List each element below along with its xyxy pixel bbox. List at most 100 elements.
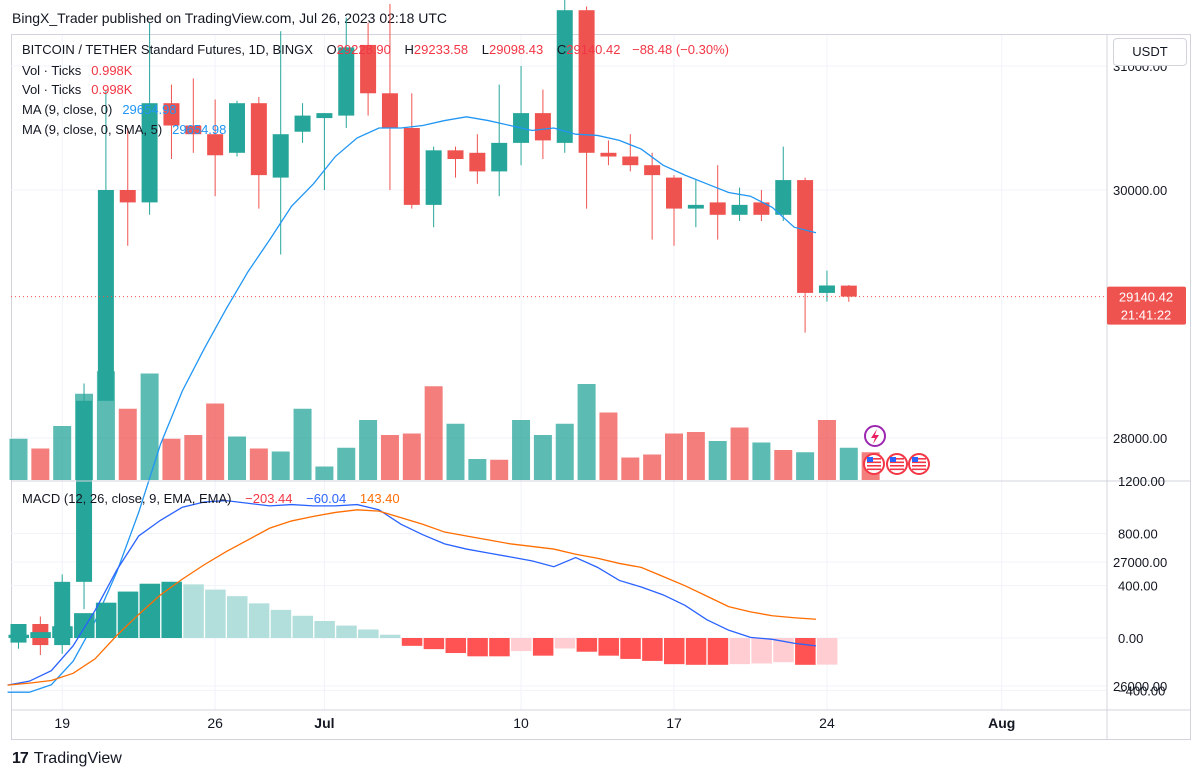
- volume-bar: [490, 459, 509, 480]
- candle-body: [97, 190, 114, 401]
- last-price-tag: [1107, 286, 1186, 325]
- macd-histogram-bar: [139, 583, 161, 638]
- macd-histogram-bar: [292, 615, 314, 638]
- time-tick-label: 24: [819, 715, 835, 731]
- macd-histogram-bar: [489, 638, 510, 657]
- macd-tick-label: 800.00: [1118, 526, 1158, 541]
- candle-body: [709, 202, 726, 215]
- flag-stripe: [912, 458, 926, 460]
- candle-body: [272, 134, 289, 178]
- symbol-legend: BITCOIN / TETHER Standard Futures, 1D, B…: [22, 42, 729, 57]
- volume-bar: [380, 435, 399, 480]
- macd-histogram-bar: [117, 591, 139, 638]
- macd-histogram-bar: [642, 638, 663, 661]
- volume-bar: [599, 412, 618, 480]
- macd-line: [7, 500, 817, 686]
- flag-stripe: [867, 468, 881, 471]
- flag-stripe: [912, 468, 926, 471]
- published-line: BingX_Trader published on TradingView.co…: [12, 10, 448, 26]
- candle-body: [687, 204, 704, 209]
- volume-bar: [184, 435, 203, 480]
- vol-legend-1[interactable]: Vol · Ticks 0.998K: [22, 63, 133, 78]
- macd-histogram-bar: [685, 638, 707, 665]
- macd-histogram-bar: [664, 638, 685, 665]
- flag-stripe: [890, 458, 904, 460]
- volume-bar: [796, 452, 815, 480]
- macd-histogram-bar: [205, 589, 226, 638]
- ma-legend-1[interactable]: MA (9, close, 0) 29654.98: [22, 102, 177, 117]
- candle-body: [840, 285, 857, 297]
- macd-histogram-bar: [183, 584, 204, 638]
- signal-line: [7, 509, 817, 686]
- candle-body: [666, 177, 682, 209]
- volume-bar: [249, 448, 268, 480]
- volume-bar: [752, 442, 771, 480]
- chart-frame: [11, 34, 1191, 740]
- ma-line: [7, 116, 817, 693]
- volume-bar: [337, 447, 356, 480]
- volume-bar: [206, 403, 225, 480]
- candle-body: [753, 202, 770, 215]
- macd-histogram-bar: [445, 638, 466, 654]
- candle-body: [250, 103, 267, 176]
- flag-stripe: [890, 468, 904, 471]
- volume-bar: [643, 454, 662, 480]
- candle-body: [10, 624, 27, 643]
- candle-body: [207, 134, 224, 156]
- time-tick-label: Jul: [314, 715, 334, 731]
- price-tick-label: 27000.00: [1113, 555, 1167, 570]
- close-value: 29140.42: [566, 42, 621, 57]
- currency-button[interactable]: USDT: [1113, 38, 1187, 66]
- candle-body: [229, 103, 245, 153]
- macd-tick-label: −400.00: [1118, 683, 1165, 698]
- macd-tick-label: 400.00: [1118, 579, 1158, 594]
- macd-legend[interactable]: MACD (12, 26, close, 9, EMA, EMA) −203.4…: [22, 491, 400, 506]
- volume-bars: [9, 371, 880, 480]
- flag-stripe: [912, 465, 926, 467]
- time-tick-label: 10: [513, 715, 529, 731]
- flag-stripe: [890, 465, 904, 467]
- candle-body: [294, 115, 311, 132]
- candle-body: [731, 204, 748, 215]
- volume-bar: [359, 420, 378, 480]
- flag-canton: [867, 457, 873, 462]
- volume-bar: [665, 433, 683, 480]
- volume-bar: [708, 441, 727, 480]
- macd-histogram-bar: [30, 632, 51, 638]
- macd-histogram-bar: [379, 634, 401, 638]
- macd-histogram-bar: [554, 638, 576, 649]
- time-tick-label: Aug: [988, 715, 1015, 731]
- macd-histogram-bar: [95, 602, 117, 638]
- macd-tick-label: 0.00: [1118, 631, 1143, 646]
- candle-body: [818, 285, 835, 293]
- time-tick-label: 26: [207, 715, 223, 731]
- ma-legend-2[interactable]: MA (9, close, 0, SMA, 5) 29654.98: [22, 122, 227, 137]
- volume-bar: [140, 373, 159, 480]
- macd-histogram-bar: [576, 638, 598, 652]
- flag-canton: [912, 457, 918, 462]
- time-tick-label: 19: [54, 715, 70, 731]
- candle-body: [141, 103, 158, 203]
- candle-body: [600, 152, 617, 157]
- footer-brand[interactable]: 17 TradingView: [12, 750, 122, 768]
- vol-legend-2[interactable]: Vol · Ticks 0.998K: [22, 82, 133, 97]
- candle-body: [360, 44, 377, 94]
- macd-histogram-bar: [729, 638, 751, 665]
- candle-body: [491, 142, 508, 172]
- macd-histogram-bar: [773, 638, 794, 663]
- footer-brand-text: TradingView: [33, 750, 122, 767]
- axes: 26000.0027000.0028000.0030000.0031000.00…: [11, 35, 1190, 740]
- candlesticks: [10, 0, 857, 655]
- candle-body: [644, 165, 661, 176]
- macd-histogram-bar: [248, 603, 270, 638]
- last-price-value: 29140.42: [1119, 290, 1173, 305]
- candle-body: [447, 150, 464, 159]
- macd-histogram-bar: [795, 638, 816, 665]
- candle-body: [556, 10, 573, 143]
- flag-stripe: [867, 465, 881, 467]
- candle-body: [534, 113, 551, 141]
- volume-bar: [424, 386, 443, 480]
- macd-histogram-bar: [336, 625, 357, 638]
- volume-bar: [839, 447, 858, 480]
